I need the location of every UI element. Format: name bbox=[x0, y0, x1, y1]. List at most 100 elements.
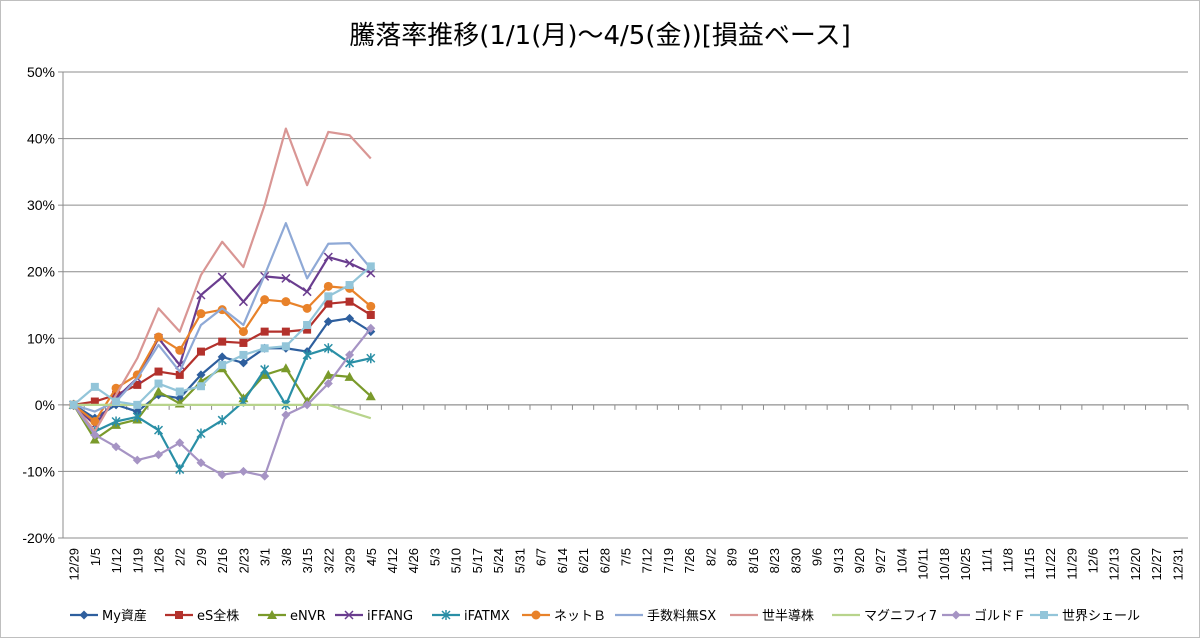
data-point bbox=[366, 301, 376, 311]
x-tick-label: 9/13 bbox=[831, 548, 846, 573]
data-point bbox=[90, 417, 100, 426]
data-point bbox=[345, 350, 355, 360]
x-tick-label: 3/15 bbox=[300, 548, 315, 573]
data-point bbox=[132, 370, 142, 380]
data-point bbox=[132, 411, 142, 422]
x-tick-label: 11/22 bbox=[1043, 548, 1058, 580]
legend-item: ゴルドＦ bbox=[942, 608, 1026, 624]
x-tick-label: 1/19 bbox=[130, 548, 145, 573]
data-point bbox=[344, 371, 355, 381]
x-tick-label: 1/26 bbox=[152, 548, 167, 573]
x-tick-label: 5/31 bbox=[512, 548, 527, 573]
data-point bbox=[217, 415, 227, 426]
data-point bbox=[324, 299, 333, 308]
x-tick-label: 12/20 bbox=[1128, 548, 1143, 581]
data-point bbox=[260, 471, 270, 481]
x-tick-label: 2/16 bbox=[215, 548, 230, 573]
data-point bbox=[69, 400, 78, 409]
x-tick-label: 8/2 bbox=[703, 548, 718, 566]
legend-label: eS全株 bbox=[197, 608, 239, 624]
data-point bbox=[196, 290, 206, 300]
legend-label: 世界シェール bbox=[1062, 609, 1140, 624]
legend-label: 手数料無SX bbox=[647, 609, 716, 624]
data-point bbox=[112, 397, 121, 406]
series-9 bbox=[73, 403, 372, 420]
x-tick-label: 8/23 bbox=[767, 548, 782, 573]
legend-item: ネットＢ bbox=[522, 609, 606, 624]
data-point bbox=[260, 327, 269, 336]
series-10 bbox=[69, 323, 376, 481]
data-point bbox=[196, 370, 206, 380]
x-tick-label: 2/2 bbox=[173, 548, 188, 566]
data-point bbox=[133, 400, 142, 409]
legend-label: iFATMX bbox=[464, 609, 510, 624]
y-tick-label: 40% bbox=[27, 131, 55, 147]
x-tick-label: 12/6 bbox=[1085, 548, 1100, 573]
legend-marker bbox=[344, 610, 354, 620]
legend-item: iFATMX bbox=[432, 609, 510, 624]
data-point bbox=[90, 430, 100, 440]
data-point bbox=[260, 364, 270, 375]
x-tick-label: 6/21 bbox=[576, 548, 591, 573]
legend-item: My資産 bbox=[70, 608, 147, 624]
data-point bbox=[281, 342, 290, 351]
y-tick-label: 20% bbox=[27, 264, 55, 280]
data-point bbox=[302, 400, 312, 410]
legend-item: 世半導株 bbox=[730, 609, 814, 624]
x-tick-label: 10/11 bbox=[916, 548, 931, 580]
data-point bbox=[366, 310, 375, 319]
x-tick-label: 4/5 bbox=[364, 548, 379, 566]
x-tick-label: 8/9 bbox=[725, 548, 740, 566]
x-tick-label: 2/23 bbox=[236, 548, 251, 573]
legend-marker bbox=[951, 610, 961, 620]
data-point bbox=[132, 455, 142, 465]
data-point bbox=[196, 458, 206, 468]
data-point bbox=[239, 338, 248, 347]
data-point bbox=[90, 397, 99, 406]
x-tick-label: 5/17 bbox=[470, 548, 485, 573]
x-tick-label: 3/29 bbox=[343, 548, 358, 573]
data-point bbox=[111, 442, 121, 452]
data-point bbox=[111, 416, 121, 427]
data-point bbox=[345, 297, 354, 306]
chart-title: 騰落率推移(1/1(月)～4/5(金))[損益ベース] bbox=[349, 21, 851, 51]
x-tick-label: 7/19 bbox=[661, 548, 676, 573]
legend-item: eS全株 bbox=[165, 608, 239, 624]
legend-marker bbox=[79, 610, 89, 620]
data-point bbox=[323, 379, 333, 389]
x-tick-label: 3/8 bbox=[279, 548, 294, 566]
x-tick-label: 8/16 bbox=[746, 548, 761, 573]
data-point bbox=[302, 349, 312, 360]
series-11 bbox=[69, 262, 375, 409]
series-lines bbox=[68, 127, 376, 481]
data-point bbox=[175, 464, 185, 475]
legend-label: ネットＢ bbox=[554, 609, 606, 624]
legend-marker bbox=[267, 610, 277, 619]
data-point bbox=[153, 425, 164, 436]
data-point bbox=[281, 327, 290, 336]
data-point bbox=[154, 379, 163, 388]
legend-label: 世半導株 bbox=[762, 609, 814, 624]
data-point bbox=[324, 292, 333, 301]
y-tick-label: -10% bbox=[22, 463, 55, 479]
data-point bbox=[260, 344, 269, 353]
data-point bbox=[217, 470, 227, 480]
data-point bbox=[302, 287, 312, 297]
data-point bbox=[217, 352, 227, 362]
data-point bbox=[154, 367, 163, 376]
x-tick-label: 2/9 bbox=[194, 548, 209, 566]
y-tick-label: 30% bbox=[27, 197, 55, 213]
data-point bbox=[238, 466, 248, 476]
legend-label: eNVR bbox=[290, 609, 326, 624]
x-tick-label: 12/27 bbox=[1149, 548, 1164, 581]
data-point bbox=[366, 353, 376, 364]
x-tick-label: 11/1 bbox=[979, 548, 994, 572]
x-tick-label: 7/12 bbox=[640, 548, 655, 573]
data-point bbox=[217, 272, 227, 282]
series-8 bbox=[72, 127, 372, 433]
legend-marker bbox=[1040, 611, 1048, 619]
x-tick-label: 10/25 bbox=[958, 548, 973, 581]
data-point bbox=[280, 363, 291, 373]
x-tick-label: 8/30 bbox=[788, 548, 803, 573]
